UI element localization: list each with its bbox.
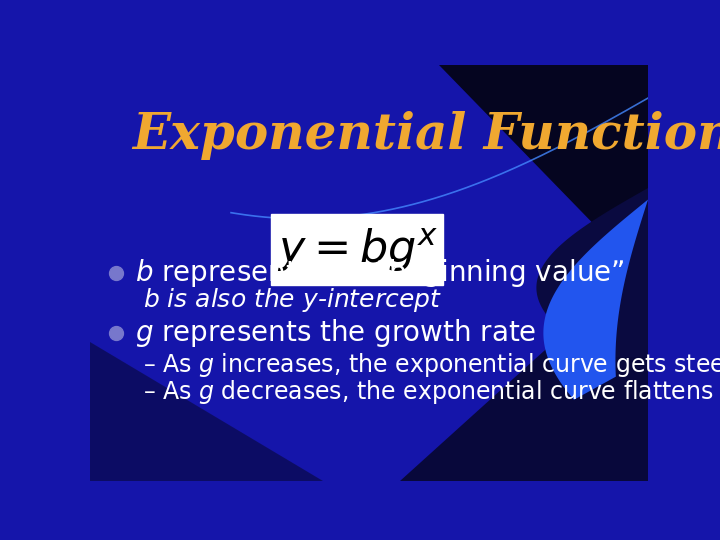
Polygon shape	[90, 342, 323, 481]
Polygon shape	[536, 188, 648, 357]
Text: $b$ is also the $y$-intercept: $b$ is also the $y$-intercept	[143, 286, 441, 314]
Polygon shape	[544, 200, 648, 400]
Text: $g$ represents the growth rate: $g$ represents the growth rate	[135, 317, 536, 349]
FancyBboxPatch shape	[271, 214, 444, 285]
Polygon shape	[438, 65, 648, 280]
Text: $y = bg^x$: $y = bg^x$	[276, 226, 438, 273]
Text: – As $g$ increases, the exponential curve gets steeper.: – As $g$ increases, the exponential curv…	[143, 351, 720, 379]
Text: – As $g$ decreases, the exponential curve flattens: – As $g$ decreases, the exponential curv…	[143, 378, 714, 406]
Text: $b$ represents the “beginning value”: $b$ represents the “beginning value”	[135, 256, 624, 289]
Text: Exponential Function: Exponential Function	[132, 111, 720, 160]
Polygon shape	[400, 257, 648, 481]
